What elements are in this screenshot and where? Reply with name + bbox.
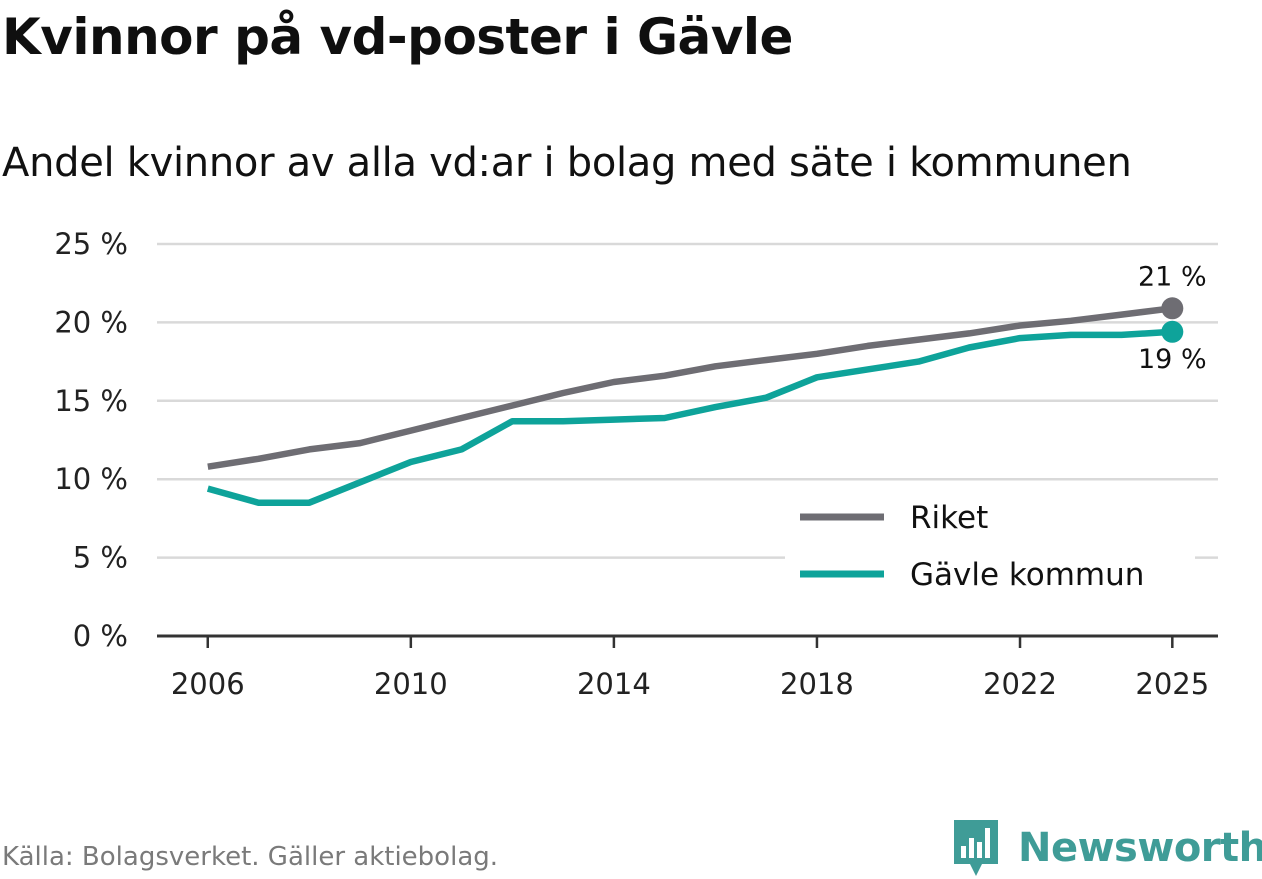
series-line-gavle	[206, 328, 1173, 506]
brand-name: Newsworthy	[1018, 825, 1262, 871]
legend-label-gavle: Gävle kommun	[910, 557, 1144, 593]
x-tick-label: 2006	[171, 667, 245, 701]
x-tick-label: 2014	[577, 667, 651, 701]
y-tick-label: 5 %	[73, 541, 128, 575]
x-tick-label: 2018	[780, 667, 854, 701]
x-tick-label: 2025	[1135, 667, 1209, 701]
end-marker-gavle	[1161, 320, 1184, 343]
line-chart: 0 %5 %10 %15 %20 %25 % 2006 2010 2014 2018 2…	[54, 227, 1218, 701]
y-tick-label: 10 %	[54, 462, 128, 496]
x-tick-label: 2010	[374, 667, 448, 701]
end-label-riket: 21 %	[1138, 261, 1207, 292]
x-axis: 2006 2010 2014 2018 2022 2025	[157, 634, 1218, 701]
y-axis-ticks: 0 % 5 % 10 % 15 % 20 % 25 %	[54, 227, 128, 653]
y-tick-label: 25 %	[54, 227, 128, 261]
y-tick-label: 0 %	[73, 619, 128, 653]
legend-label-riket: Riket	[910, 500, 988, 536]
y-tick-label: 20 %	[54, 305, 128, 339]
legend: Riket Gävle kommun	[785, 491, 1195, 601]
end-marker-riket	[1161, 297, 1184, 320]
y-tick-label: 15 %	[54, 384, 128, 418]
series-lines	[206, 305, 1173, 506]
end-label-gavle: 19 %	[1138, 344, 1207, 375]
newsworthy-logo: Newsworthy	[952, 818, 1262, 878]
series-end-markers: 21 % 19 %	[1138, 261, 1207, 375]
chart-subtitle: Andel kvinnor av alla vd:ar i bolag med …	[2, 140, 1132, 186]
x-tick-label: 2022	[983, 667, 1057, 701]
bar-chart-icon	[954, 820, 998, 876]
series-line-riket	[207, 305, 1173, 470]
legend-background	[785, 491, 1195, 601]
chart-title: Kvinnor på vd-poster i Gävle	[2, 8, 793, 66]
source-note: Källa: Bolagsverket. Gäller aktiebolag.	[2, 842, 499, 872]
